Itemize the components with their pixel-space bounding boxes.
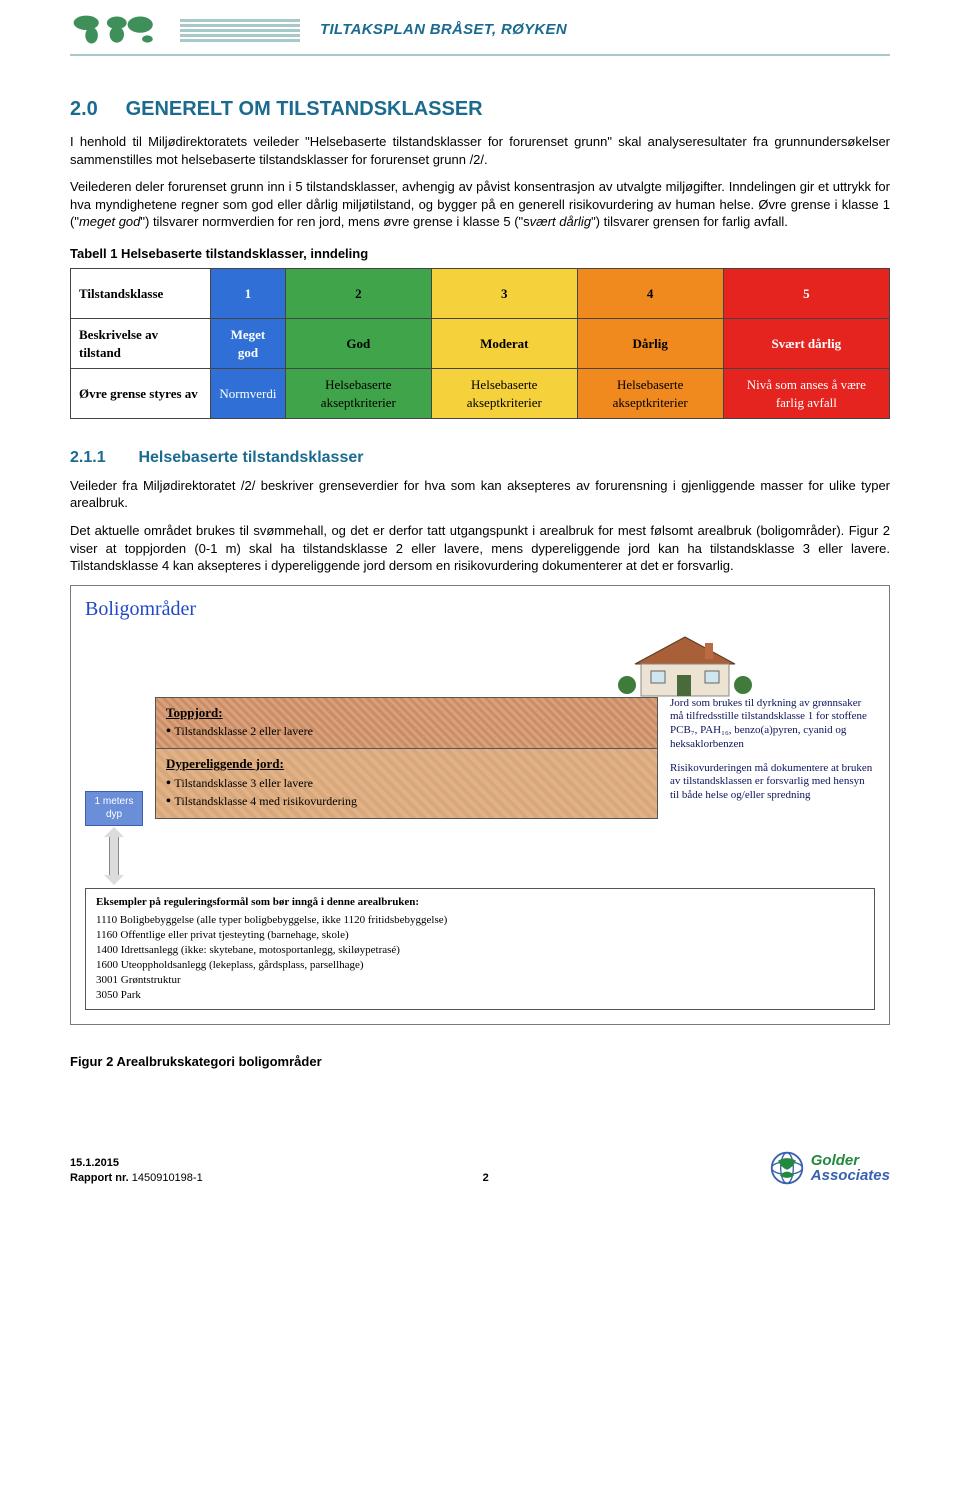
tilstandsklasse-table: Tilstandsklasse 1 2 3 4 5 Beskrivelse av… bbox=[70, 268, 890, 419]
page-footer: 15.1.2015 Rapport nr. 1450910198-1 2 Gol… bbox=[70, 1150, 890, 1186]
cell: 5 bbox=[723, 269, 889, 319]
section211-para1: Veileder fra Miljødirektoratet /2/ beskr… bbox=[70, 477, 890, 512]
table-row: Beskrivelse av tilstand Meget god God Mo… bbox=[71, 319, 890, 369]
document-title: TILTAKSPLAN BRÅSET, RØYKEN bbox=[320, 20, 567, 40]
header-stripes-decoration bbox=[180, 19, 300, 42]
example-item: 3001 Grøntstruktur bbox=[96, 973, 864, 988]
house-illustration bbox=[85, 629, 875, 699]
section2-para1: I henhold til Miljødirektoratets veilede… bbox=[70, 133, 890, 168]
row-label: Beskrivelse av tilstand bbox=[71, 319, 211, 369]
side-note-1: Jord som brukes til dyrkning av grønnsak… bbox=[670, 697, 875, 752]
depth-arrow-icon bbox=[109, 832, 119, 880]
section-title: GENERELT OM TILSTANDSKLASSER bbox=[126, 98, 483, 120]
example-item: 1160 Offentlige eller privat tjesteyting… bbox=[96, 928, 864, 943]
depth-indicator: 1 meters dyp bbox=[85, 791, 143, 880]
example-item: 1600 Uteoppholdsanlegg (lekeplass, gårds… bbox=[96, 958, 864, 973]
example-item: 1400 Idrettsanlegg (ikke: skytebane, mot… bbox=[96, 943, 864, 958]
cell: Helsebaserte akseptkriterier bbox=[431, 369, 577, 419]
layer-title: Toppjord: bbox=[166, 704, 647, 722]
infographic-title: Boligområder bbox=[85, 596, 875, 623]
table-row: Øvre grense styres av Normverdi Helsebas… bbox=[71, 369, 890, 419]
section-211-heading: 2.1.1 Helsebaserte tilstandsklasser bbox=[70, 447, 890, 469]
section211-para2: Det aktuelle området brukes til svømmeha… bbox=[70, 522, 890, 575]
report-number: 1450910198-1 bbox=[132, 1172, 203, 1184]
page-header: TILTAKSPLAN BRÅSET, RØYKEN bbox=[70, 0, 890, 56]
cell: Meget god bbox=[211, 319, 286, 369]
golder-logo: Golder Associates bbox=[769, 1150, 890, 1186]
cell: 1 bbox=[211, 269, 286, 319]
layer-title: Dypereliggende jord: bbox=[166, 755, 647, 773]
example-item: 1110 Boligbebyggelse (alle typer boligbe… bbox=[96, 913, 864, 928]
figure2-caption: Figur 2 Arealbrukskategori boligområder bbox=[70, 1053, 890, 1071]
cell: 2 bbox=[285, 269, 431, 319]
report-label: Rapport nr. bbox=[70, 1172, 129, 1184]
logo-text-1: Golder bbox=[811, 1153, 890, 1168]
cell: 4 bbox=[577, 269, 723, 319]
cell: Moderat bbox=[431, 319, 577, 369]
cell: Normverdi bbox=[211, 369, 286, 419]
side-note-2: Risikovurderingen må dokumentere at bruk… bbox=[670, 762, 875, 803]
row-label: Tilstandsklasse bbox=[71, 269, 211, 319]
cell: Nivå som anses å være farlig avfall bbox=[723, 369, 889, 419]
cell: God bbox=[285, 319, 431, 369]
section-number: 2.0 bbox=[70, 96, 120, 123]
cell: 3 bbox=[431, 269, 577, 319]
cell: Svært dårlig bbox=[723, 319, 889, 369]
layer-bullet: Tilstandsklasse 2 eller lavere bbox=[166, 723, 647, 742]
boligomrader-infographic: Boligområder 1 meters dyp Toppjord: Tils… bbox=[70, 585, 890, 1025]
layer-bullet: Tilstandsklasse 3 eller lavere bbox=[166, 775, 647, 794]
row-label: Øvre grense styres av bbox=[71, 369, 211, 419]
dypereliggende-layer: Dypereliggende jord: Tilstandsklasse 3 e… bbox=[155, 749, 658, 819]
section-number: 2.1.1 bbox=[70, 447, 134, 469]
section2-para2: Veilederen deler forurenset grunn inn i … bbox=[70, 178, 890, 231]
footer-date: 15.1.2015 bbox=[70, 1156, 203, 1171]
side-notes: Jord som brukes til dyrkning av grønnsak… bbox=[670, 697, 875, 813]
section-2-heading: 2.0 GENERELT OM TILSTANDSKLASSER bbox=[70, 96, 890, 123]
cell: Helsebaserte akseptkriterier bbox=[577, 369, 723, 419]
examples-header: Eksempler på reguleringsformål som bør i… bbox=[96, 895, 864, 910]
cell: Helsebaserte akseptkriterier bbox=[285, 369, 431, 419]
globe-icon bbox=[769, 1150, 805, 1186]
section-title: Helsebaserte tilstandsklasser bbox=[138, 449, 363, 466]
table1-caption: Tabell 1 Helsebaserte tilstandsklasser, … bbox=[70, 245, 890, 263]
layer-bullet: Tilstandsklasse 4 med risikovurdering bbox=[166, 793, 647, 812]
page-number: 2 bbox=[483, 1171, 489, 1186]
world-map-icon bbox=[70, 12, 160, 48]
logo-text-2: Associates bbox=[811, 1168, 890, 1183]
table-row: Tilstandsklasse 1 2 3 4 5 bbox=[71, 269, 890, 319]
examples-box: Eksempler på reguleringsformål som bør i… bbox=[85, 888, 875, 1010]
cell: Dårlig bbox=[577, 319, 723, 369]
example-item: 3050 Park bbox=[96, 988, 864, 1003]
toppjord-layer: Toppjord: Tilstandsklasse 2 eller lavere bbox=[155, 697, 658, 749]
